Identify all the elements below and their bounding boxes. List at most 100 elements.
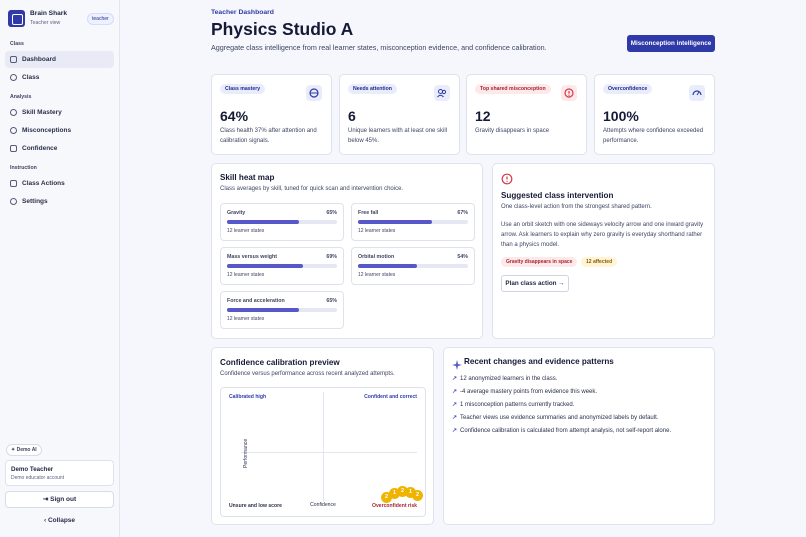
users-icon bbox=[10, 74, 17, 81]
skill-name: Free fall bbox=[358, 210, 379, 216]
gauge-icon bbox=[689, 85, 705, 101]
recent-item-text: 12 anonymized learners in the class. bbox=[460, 376, 558, 382]
sidebar-item-settings[interactable]: Settings bbox=[5, 193, 114, 210]
demo-ai-label: Demo AI bbox=[16, 447, 37, 453]
sidebar-item-label: Skill Mastery bbox=[22, 108, 62, 116]
calibration-card: Confidence calibration preview Confidenc… bbox=[211, 347, 434, 525]
account-card: Demo Teacher Demo educator account bbox=[5, 460, 114, 486]
skill-progress-fill bbox=[227, 308, 299, 312]
card-subtitle: Class averages by skill, tuned for quick… bbox=[220, 186, 404, 192]
alert-circle-icon bbox=[501, 172, 513, 190]
account-role: Demo educator account bbox=[11, 475, 65, 481]
misconception-intelligence-button[interactable]: Misconception intelligence bbox=[627, 35, 715, 52]
sign-out-icon: ⇥ bbox=[42, 496, 51, 503]
account-name: Demo Teacher bbox=[11, 466, 54, 473]
target-icon bbox=[10, 109, 17, 116]
sidebar-item-dashboard[interactable]: Dashboard bbox=[5, 51, 114, 68]
alert-circle-icon bbox=[10, 127, 17, 134]
skill-name: Mass versus weight bbox=[227, 254, 278, 260]
section-label-class: Class bbox=[10, 41, 24, 47]
skill-tile[interactable]: Force and acceleration 65% 12 learner stat… bbox=[220, 291, 344, 329]
recent-list-item: ↗ 12 anonymized learners in the class. bbox=[452, 375, 557, 382]
skill-learner-count: 12 learner states bbox=[227, 228, 265, 234]
sidebar-item-class[interactable]: Class bbox=[5, 69, 114, 86]
globe-icon bbox=[306, 85, 322, 101]
role-badge: teacher bbox=[87, 13, 114, 25]
skill-name: Gravity bbox=[227, 210, 246, 216]
brand-name: Brain Shark bbox=[30, 10, 68, 17]
chevron-left-icon: ‹ bbox=[43, 517, 48, 524]
skill-progress-track bbox=[227, 264, 337, 268]
calibration-point: 2 bbox=[412, 490, 423, 501]
affected-count-badge: 12 affected bbox=[581, 257, 618, 267]
recent-list-item: ↗ Confidence calibration is calculated fr… bbox=[452, 427, 671, 434]
recent-list-item: ↗ 1 misconception patterns currently trac… bbox=[452, 401, 574, 408]
skill-name: Orbital motion bbox=[358, 254, 395, 260]
skill-learner-count: 12 learner states bbox=[358, 272, 396, 278]
sidebar-item-class-actions[interactable]: Class Actions bbox=[5, 175, 114, 192]
skill-progress-track bbox=[227, 220, 337, 224]
calibration-chart: Calibrated high Confident and correct Un… bbox=[220, 387, 426, 517]
calibration-point: 1 bbox=[405, 487, 416, 498]
skill-tile[interactable]: Orbital motion 54% 12 learner states bbox=[351, 247, 475, 285]
collapse-label: Collapse bbox=[47, 517, 76, 524]
sidebar-item-skill-mastery[interactable]: Skill Mastery bbox=[5, 104, 114, 121]
trend-arrow-icon: ↗ bbox=[452, 402, 458, 408]
trend-arrow-icon: ↗ bbox=[452, 428, 458, 434]
list-icon bbox=[10, 180, 17, 187]
divider-horizontal bbox=[241, 452, 417, 453]
metric-tag: Top shared misconception bbox=[475, 84, 551, 94]
sidebar-item-label: Dashboard bbox=[22, 55, 56, 63]
section-label-analysis: Analysis bbox=[10, 94, 32, 100]
metric-value: 6 bbox=[348, 108, 356, 124]
sidebar-item-confidence[interactable]: Confidence bbox=[5, 140, 114, 157]
skill-progress-track bbox=[227, 308, 337, 312]
section-label-instruction: Instruction bbox=[10, 165, 37, 171]
calibration-point: 1 bbox=[389, 488, 400, 499]
recent-item-text: -4 average mastery points from evidence … bbox=[460, 389, 598, 395]
page-title: Physics Studio A bbox=[211, 19, 354, 39]
skill-percent: 54% bbox=[457, 254, 468, 260]
sparkle-icon: ✦ bbox=[11, 447, 17, 453]
metric-desc: Gravity disappears in space bbox=[475, 128, 550, 134]
trend-arrow-icon: ↗ bbox=[452, 415, 458, 421]
divider-vertical bbox=[323, 392, 324, 502]
alert-circle-icon bbox=[561, 85, 577, 101]
metric-tag: Overconfidence bbox=[603, 84, 653, 94]
card-subtitle: One class-level action from the stronges… bbox=[501, 204, 652, 210]
sidebar-item-misconceptions[interactable]: Misconceptions bbox=[5, 122, 114, 139]
gear-icon bbox=[10, 198, 17, 205]
metric-value: 64% bbox=[220, 108, 249, 124]
metric-card-top-misconception: Top shared misconception 12 Gravity disa… bbox=[466, 74, 587, 155]
arrow-right-icon: → bbox=[556, 280, 565, 287]
skill-tile[interactable]: Mass versus weight 69% 12 learner states bbox=[220, 247, 344, 285]
quadrant-overconfident-risk: Overconfident risk bbox=[371, 503, 417, 509]
quadrant-unsure-low: Unsure and low score bbox=[229, 503, 282, 509]
misconception-tag: Gravity disappears in space bbox=[501, 257, 578, 267]
recent-item-text: 1 misconception patterns currently track… bbox=[460, 402, 575, 408]
sidebar-item-label: Settings bbox=[22, 197, 48, 205]
skill-percent: 65% bbox=[326, 298, 337, 304]
sidebar-item-label: Class Actions bbox=[22, 179, 65, 187]
brand-logo-icon bbox=[8, 10, 25, 27]
skill-learner-count: 12 learner states bbox=[227, 272, 265, 278]
skill-tile[interactable]: Free fall 67% 12 learner states bbox=[351, 203, 475, 241]
metric-desc: Attempts where confidence exceeded perfo… bbox=[603, 128, 704, 144]
collapse-button[interactable]: ‹ Collapse bbox=[5, 514, 114, 528]
card-title: Confidence calibration preview bbox=[220, 358, 340, 367]
metric-value: 100% bbox=[603, 108, 639, 124]
sign-out-button[interactable]: ⇥ Sign out bbox=[5, 491, 114, 508]
brand[interactable]: Brain Shark Teacher view bbox=[8, 10, 118, 32]
skill-tile[interactable]: Gravity 65% 12 learner states bbox=[220, 203, 344, 241]
quadrant-calibrated-high: Calibrated high bbox=[229, 394, 267, 400]
gauge-icon bbox=[10, 145, 17, 152]
plan-class-action-label: Plan class action bbox=[505, 280, 557, 287]
card-title: Recent changes and evidence patterns bbox=[464, 357, 614, 366]
trend-arrow-icon: ↗ bbox=[452, 389, 458, 395]
plan-class-action-button[interactable]: Plan class action → bbox=[501, 275, 569, 292]
sidebar-item-label: Misconceptions bbox=[22, 126, 72, 134]
metric-tag: Class mastery bbox=[220, 84, 266, 94]
metric-card-overconfidence: Overconfidence 100% Attempts where confi… bbox=[594, 74, 715, 155]
metric-card-needs-attention: Needs attention 6 Unique learners with a… bbox=[339, 74, 460, 155]
page-subtitle: Aggregate class intelligence from real l… bbox=[211, 43, 547, 52]
